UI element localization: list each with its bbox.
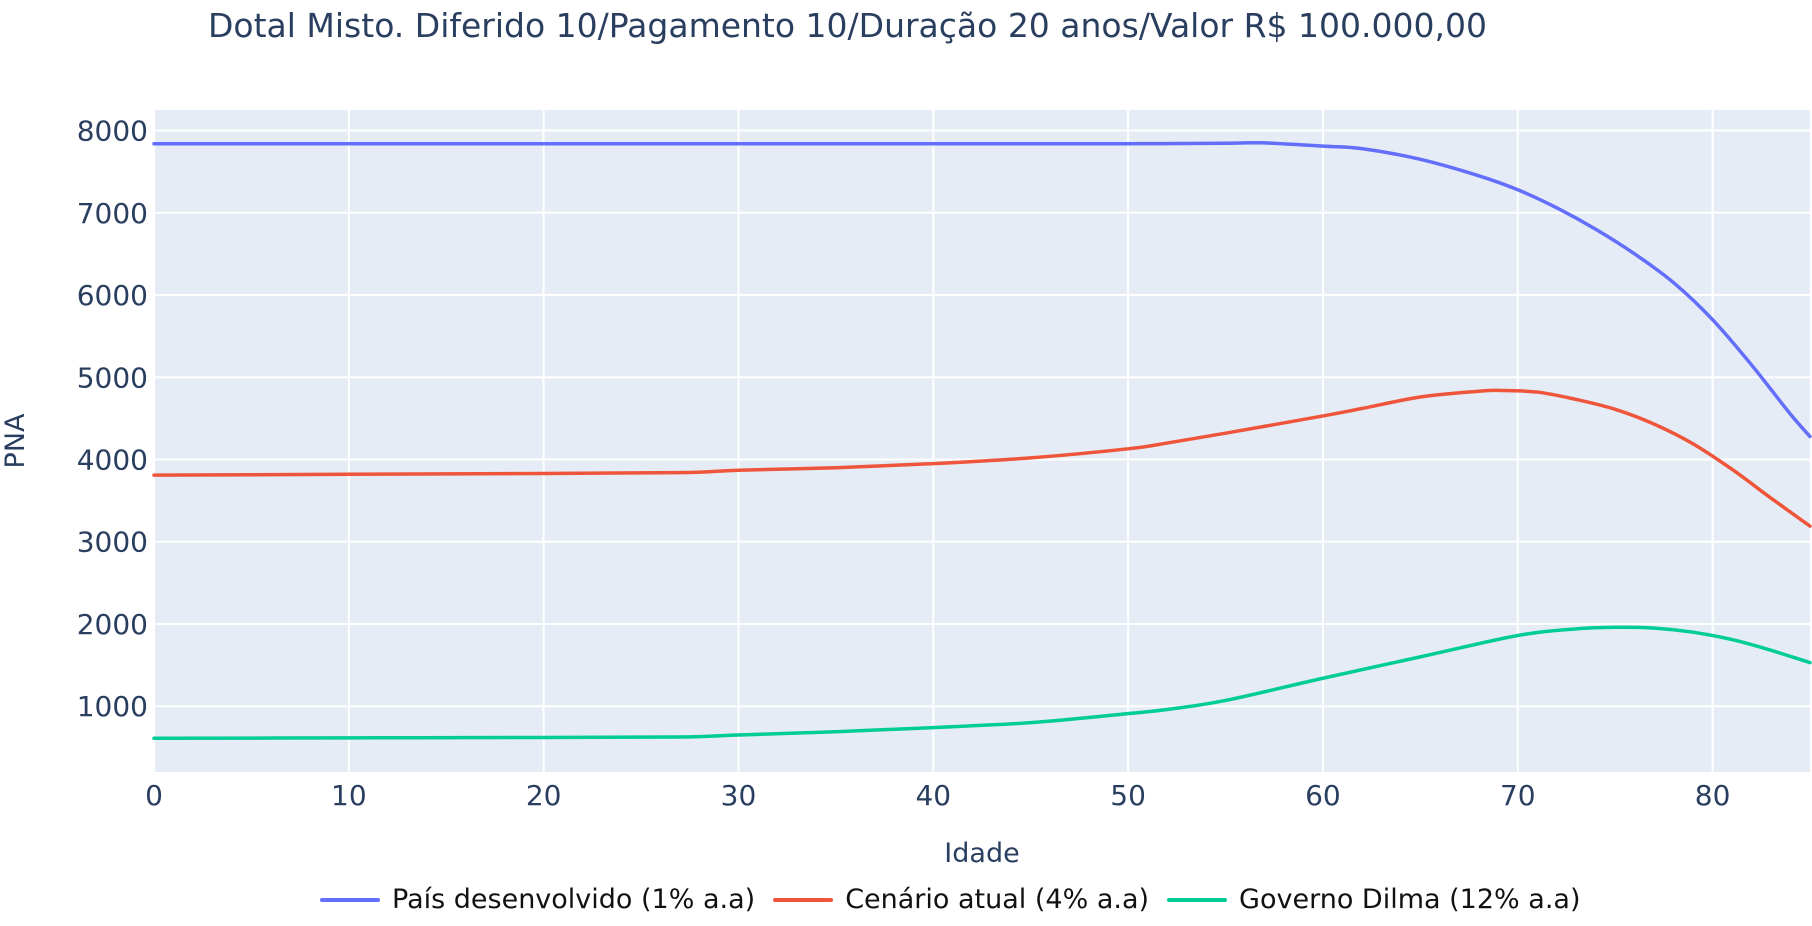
x-tick-label: 50 [1110, 779, 1146, 812]
x-tick-label: 80 [1695, 779, 1731, 812]
legend: País desenvolvido (1% a.a) Cenário atual … [320, 884, 1580, 915]
chart-title: Dotal Misto. Diferido 10/Pagamento 10/Du… [208, 6, 1487, 45]
y-tick-label: 4000 [77, 444, 148, 477]
y-tick-label: 5000 [77, 361, 148, 394]
y-tick-label: 2000 [77, 608, 148, 641]
y-axis-title: PNA [0, 413, 31, 468]
y-tick-label: 8000 [77, 115, 148, 148]
x-tick-label: 10 [331, 779, 367, 812]
x-tick-label: 20 [526, 779, 562, 812]
y-tick-label: 1000 [77, 690, 148, 723]
series-line-2 [152, 625, 1812, 741]
legend-item[interactable]: Governo Dilma (12% a.a) [1167, 884, 1580, 915]
x-axis-title: Idade [944, 838, 1019, 869]
legend-label: Cenário atual (4% a.a) [845, 884, 1150, 915]
y-tick-label: 7000 [77, 197, 148, 230]
legend-swatch [320, 897, 380, 902]
legend-label: País desenvolvido (1% a.a) [392, 884, 756, 915]
legend-label: Governo Dilma (12% a.a) [1239, 884, 1581, 915]
x-tick-label: 40 [915, 779, 951, 812]
x-tick-label: 60 [1305, 779, 1341, 812]
y-tick-label: 6000 [77, 279, 148, 312]
tick-labels: 0 10 20 30 40 50 60 70 80 1000 2000 3000 4000 5000 600… [77, 115, 1731, 812]
legend-swatch [773, 897, 834, 902]
plot-area [154, 110, 1810, 772]
series-lines [152, 140, 1812, 741]
legend-item[interactable]: País desenvolvido (1% a.a) [320, 884, 755, 915]
gridlines [153, 110, 1810, 772]
y-tick-label: 3000 [77, 526, 148, 559]
series-line-0 [152, 140, 1812, 439]
x-tick-label: 30 [721, 779, 757, 812]
series-line-1 [152, 388, 1812, 528]
x-tick-label: 0 [145, 779, 163, 812]
x-tick-label: 70 [1500, 779, 1536, 812]
legend-item[interactable]: Cenário atual (4% a.a) [773, 884, 1149, 915]
legend-swatch [1167, 897, 1228, 902]
